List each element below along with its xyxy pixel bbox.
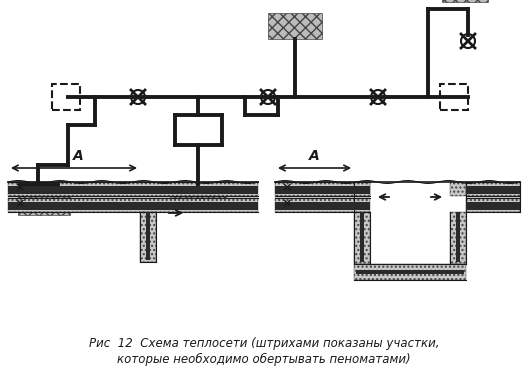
Bar (360, 212, 364, 262)
Bar (354, 212, 370, 264)
Bar (275, 186, 370, 194)
Bar (466, 182, 520, 196)
Bar (450, 182, 466, 196)
Text: ×: × (15, 181, 25, 194)
Bar (146, 212, 150, 260)
Bar (8, 186, 258, 194)
Bar (8, 182, 258, 196)
Bar (442, 0, 488, 2)
Bar (354, 182, 370, 196)
Bar (275, 202, 370, 210)
Bar (268, 13, 322, 39)
Bar (466, 202, 520, 210)
Bar (356, 270, 464, 274)
Text: Рис  12  Схема теплосети (штрихами показаны участки,: Рис 12 Схема теплосети (штрихами показан… (89, 338, 439, 350)
Text: которые необходимо обертывать пеноматами): которые необходимо обертывать пеноматами… (117, 352, 411, 366)
Text: A: A (309, 149, 320, 163)
Bar (8, 202, 258, 210)
Bar (450, 212, 466, 264)
Bar (466, 186, 520, 194)
Bar (275, 182, 370, 196)
Bar (354, 264, 466, 280)
Bar (275, 198, 370, 212)
Bar (8, 198, 258, 212)
Bar (52, 84, 80, 110)
Bar (456, 212, 460, 262)
Bar (170, 188, 226, 212)
Text: ×: × (15, 198, 25, 211)
Bar (140, 212, 156, 262)
Bar (440, 84, 468, 110)
Bar (466, 198, 520, 212)
Text: ×: × (282, 181, 292, 194)
Text: A: A (72, 149, 84, 163)
Text: ×: × (282, 198, 292, 211)
Bar (18, 187, 70, 215)
